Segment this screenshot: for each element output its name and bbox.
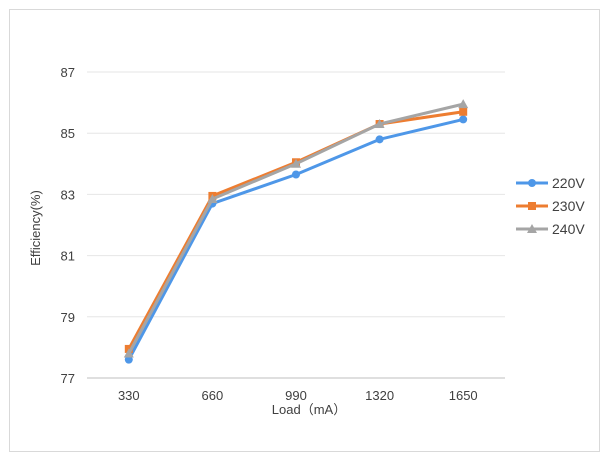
series-lines bbox=[123, 99, 469, 364]
y-tick-labels: 77 79 81 83 85 87 bbox=[61, 65, 75, 386]
series-220V bbox=[124, 115, 468, 364]
data-point bbox=[375, 135, 384, 144]
y-tick-label: 83 bbox=[61, 187, 75, 202]
data-point bbox=[458, 99, 469, 109]
x-tick-labels: 330 660 990 1320 1650 bbox=[118, 388, 478, 403]
y-tick-label: 81 bbox=[61, 249, 75, 264]
data-point bbox=[123, 348, 134, 358]
data-point bbox=[459, 115, 468, 124]
data-point bbox=[374, 119, 385, 129]
legend-label: 230V bbox=[552, 198, 585, 214]
series-line bbox=[127, 117, 464, 361]
y-axis-title: Efficiency(%) bbox=[28, 190, 43, 266]
legend-marker bbox=[528, 179, 536, 187]
legend-marker bbox=[527, 224, 537, 233]
y-tick-label: 85 bbox=[61, 126, 75, 141]
series-line bbox=[127, 102, 464, 355]
legend: 220V 230V 240V bbox=[516, 175, 585, 237]
x-tick-label: 1320 bbox=[365, 388, 394, 403]
x-tick-label: 660 bbox=[202, 388, 224, 403]
x-tick-label: 330 bbox=[118, 388, 140, 403]
series-line bbox=[127, 110, 464, 350]
legend-item-220V: 220V bbox=[516, 175, 585, 191]
x-tick-label: 1650 bbox=[449, 388, 478, 403]
data-point bbox=[292, 170, 300, 179]
legend-marker bbox=[528, 202, 536, 210]
y-tick-label: 77 bbox=[61, 371, 75, 386]
series-230V bbox=[124, 107, 468, 353]
legend-item-240V: 240V bbox=[516, 221, 585, 237]
legend-label: 240V bbox=[552, 221, 585, 237]
grid-lines bbox=[87, 71, 505, 379]
y-tick-label: 87 bbox=[61, 65, 75, 80]
data-point bbox=[459, 107, 468, 116]
legend-label: 220V bbox=[552, 175, 585, 191]
data-point bbox=[124, 355, 133, 364]
legend-item-230V: 230V bbox=[516, 198, 585, 214]
data-point bbox=[291, 158, 301, 168]
x-tick-label: 990 bbox=[285, 388, 307, 403]
data-point bbox=[207, 193, 218, 203]
y-tick-label: 79 bbox=[61, 310, 75, 325]
series-240V bbox=[123, 99, 469, 358]
x-axis-title: Load（mA） bbox=[272, 402, 346, 417]
